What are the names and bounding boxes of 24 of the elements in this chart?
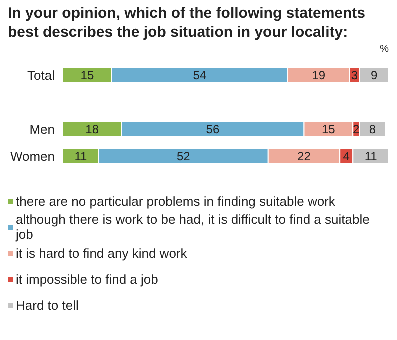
data-label: 15 bbox=[322, 122, 336, 137]
data-label: 4 bbox=[343, 150, 350, 164]
chart-title: In your opinion, which of the following statements best describes the job situation in your locality: bbox=[8, 4, 366, 42]
data-label: 18 bbox=[86, 122, 100, 137]
y-tick-label: Total bbox=[28, 68, 56, 84]
data-label: 54 bbox=[193, 68, 207, 83]
data-label: 56 bbox=[206, 122, 220, 137]
data-label: 9 bbox=[370, 68, 378, 83]
data-label: 11 bbox=[74, 150, 88, 164]
data-label: 2 bbox=[353, 122, 360, 137]
legend-label: it impossible to find a job bbox=[16, 272, 158, 286]
text: % bbox=[380, 44, 389, 55]
data-label: 19 bbox=[312, 68, 326, 83]
legend-label: there are no particular problems in finding suitable work bbox=[16, 194, 336, 208]
legend-label: it is hard to find any kind work bbox=[16, 246, 188, 260]
y-tick-label: Women bbox=[10, 149, 55, 164]
data-label: 52 bbox=[176, 150, 191, 164]
data-label: 3 bbox=[351, 68, 358, 83]
legend-label: Hard to tell bbox=[16, 298, 79, 312]
data-label: 11 bbox=[364, 150, 378, 164]
data-label: 22 bbox=[298, 150, 312, 164]
y-tick-label: Men bbox=[30, 122, 55, 138]
data-label: 8 bbox=[369, 122, 376, 137]
data-label: 15 bbox=[80, 68, 94, 83]
